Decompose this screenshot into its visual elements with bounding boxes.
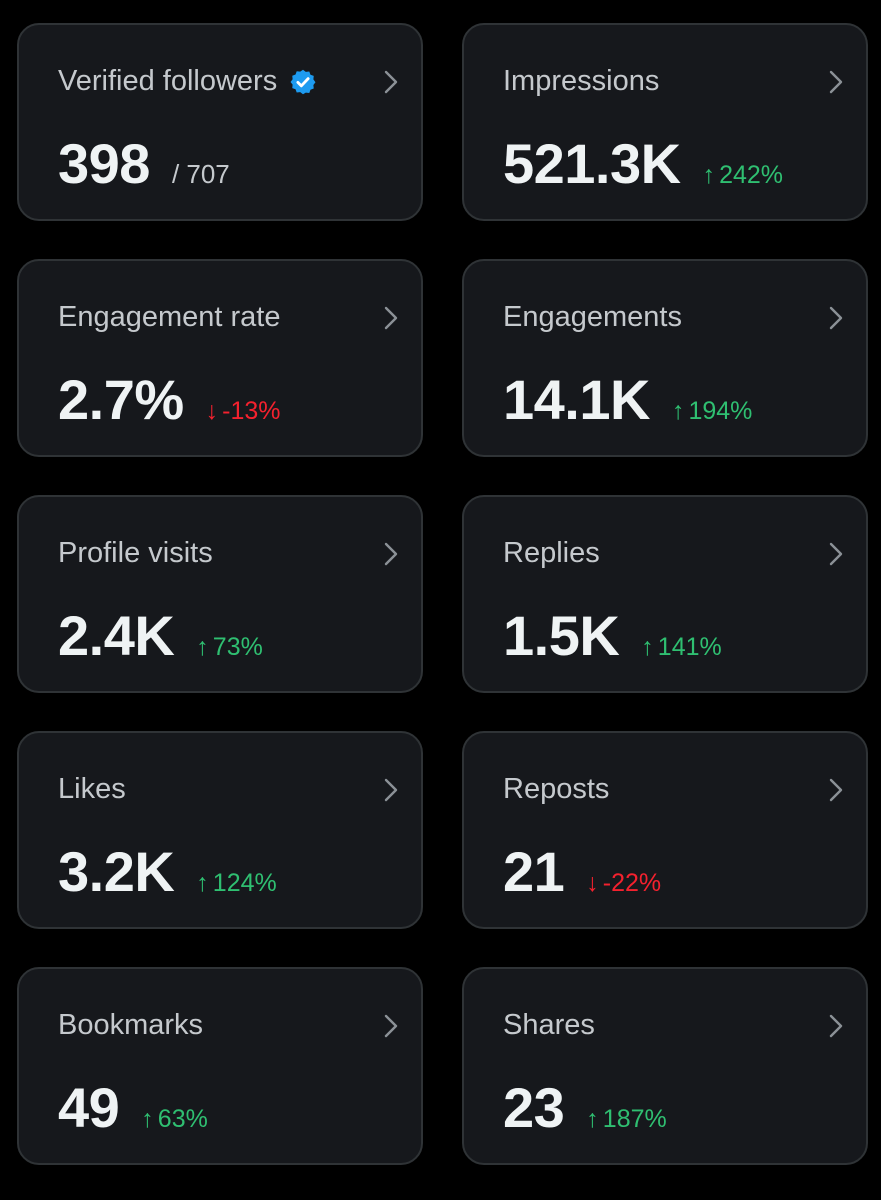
change-percent: 63%: [157, 1105, 208, 1133]
card-title: Likes: [58, 773, 126, 805]
value-row: 521.3K ↑ 242%: [503, 131, 783, 196]
arrow-up-icon: ↑: [586, 1105, 599, 1133]
change-percent: 194%: [688, 397, 753, 425]
chevron-right-icon: [384, 306, 398, 330]
card-title: Impressions: [503, 65, 660, 97]
metric-value: 49: [58, 1076, 120, 1139]
arrow-up-icon: ↑: [196, 633, 209, 661]
card-likes[interactable]: Likes 3.2K ↑ 124%: [17, 731, 423, 929]
metric-change: ↑ 141%: [641, 633, 721, 662]
metric-change: ↑ 194%: [672, 397, 752, 426]
chevron-right-icon: [829, 1014, 843, 1038]
card-title: Reposts: [503, 773, 610, 805]
card-engagement-rate[interactable]: Engagement rate 2.7% ↓ -13%: [17, 259, 423, 457]
card-title: Shares: [503, 1009, 595, 1041]
change-percent: -22%: [602, 869, 662, 897]
arrow-down-icon: ↓: [586, 869, 599, 897]
card-shares[interactable]: Shares 23 ↑ 187%: [462, 967, 868, 1165]
chevron-right-icon: [829, 306, 843, 330]
change-percent: 73%: [212, 633, 263, 661]
metric-value: 1.5K: [503, 604, 620, 667]
card-title: Engagement rate: [58, 301, 281, 333]
value-row: 398 / 707: [58, 131, 230, 196]
metric-value: 2.4K: [58, 604, 175, 667]
metric-total: / 707: [171, 159, 230, 189]
card-title: Engagements: [503, 301, 682, 333]
card-engagements[interactable]: Engagements 14.1K ↑ 194%: [462, 259, 868, 457]
value-row: 21 ↓ -22%: [503, 839, 661, 904]
value-row: 2.4K ↑ 73%: [58, 603, 263, 668]
metric-change: ↓ -22%: [586, 869, 661, 898]
change-percent: 187%: [602, 1105, 667, 1133]
arrow-up-icon: ↑: [702, 161, 716, 189]
arrow-down-icon: ↓: [205, 397, 219, 425]
card-title: Bookmarks: [58, 1009, 204, 1041]
chevron-right-icon: [829, 542, 843, 566]
value-row: 23 ↑ 187%: [503, 1075, 667, 1140]
card-impressions[interactable]: Impressions 521.3K ↑ 242%: [462, 23, 868, 221]
change-percent: -13%: [222, 397, 281, 425]
value-row: 49 ↑ 63%: [58, 1075, 208, 1140]
metric-value: 14.1K: [503, 368, 650, 431]
card-reposts[interactable]: Reposts 21 ↓ -22%: [462, 731, 868, 929]
arrow-up-icon: ↑: [196, 869, 209, 897]
value-row: 1.5K ↑ 141%: [503, 603, 722, 668]
metric-value: 521.3K: [503, 132, 681, 195]
chevron-right-icon: [384, 70, 398, 94]
arrow-up-icon: ↑: [671, 397, 685, 425]
card-replies[interactable]: Replies 1.5K ↑ 141%: [462, 495, 868, 693]
chevron-right-icon: [829, 778, 843, 802]
metric-value: 398: [58, 132, 150, 195]
card-title: Replies: [503, 537, 600, 569]
value-row: 2.7% ↓ -13%: [58, 367, 281, 432]
change-percent: 141%: [657, 633, 722, 661]
chevron-right-icon: [829, 70, 843, 94]
chevron-right-icon: [384, 778, 398, 802]
analytics-grid: Verified followers 398 / 707 Impressions…: [17, 23, 868, 1165]
metric-change: ↑ 124%: [196, 869, 276, 898]
value-row: 3.2K ↑ 124%: [58, 839, 277, 904]
metric-value: 3.2K: [58, 840, 175, 903]
metric-change: ↑ 187%: [586, 1105, 666, 1134]
metric-value: 21: [503, 840, 565, 903]
card-profile-visits[interactable]: Profile visits 2.4K ↑ 73%: [17, 495, 423, 693]
card-title: Profile visits: [58, 537, 213, 569]
arrow-up-icon: ↑: [641, 633, 654, 661]
metric-change: ↑ 73%: [196, 633, 263, 662]
verified-badge-icon: [289, 68, 317, 96]
value-row: 14.1K ↑ 194%: [503, 367, 752, 432]
change-percent: 242%: [719, 161, 784, 189]
metric-value: 23: [503, 1076, 565, 1139]
card-bookmarks[interactable]: Bookmarks 49 ↑ 63%: [17, 967, 423, 1165]
metric-change: ↑ 242%: [703, 161, 783, 190]
card-title: Verified followers: [58, 65, 278, 97]
metric-change: ↑ 63%: [141, 1105, 208, 1134]
chevron-right-icon: [384, 1014, 398, 1038]
metric-value: 2.7%: [58, 368, 184, 431]
chevron-right-icon: [384, 542, 398, 566]
card-verified-followers[interactable]: Verified followers 398 / 707: [17, 23, 423, 221]
metric-change: ↓ -13%: [206, 397, 281, 426]
card-title-row: Verified followers: [58, 65, 317, 98]
arrow-up-icon: ↑: [141, 1105, 154, 1133]
change-percent: 124%: [212, 869, 277, 897]
